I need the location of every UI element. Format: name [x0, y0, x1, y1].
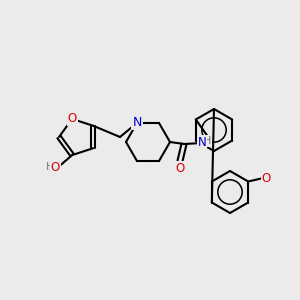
Text: H: H — [203, 136, 211, 146]
Text: H: H — [46, 162, 54, 172]
Text: O: O — [68, 112, 77, 125]
Text: O: O — [176, 161, 184, 175]
Text: O: O — [262, 172, 271, 185]
Text: N: N — [198, 136, 206, 149]
Text: N: N — [132, 116, 142, 129]
Text: O: O — [50, 160, 60, 174]
